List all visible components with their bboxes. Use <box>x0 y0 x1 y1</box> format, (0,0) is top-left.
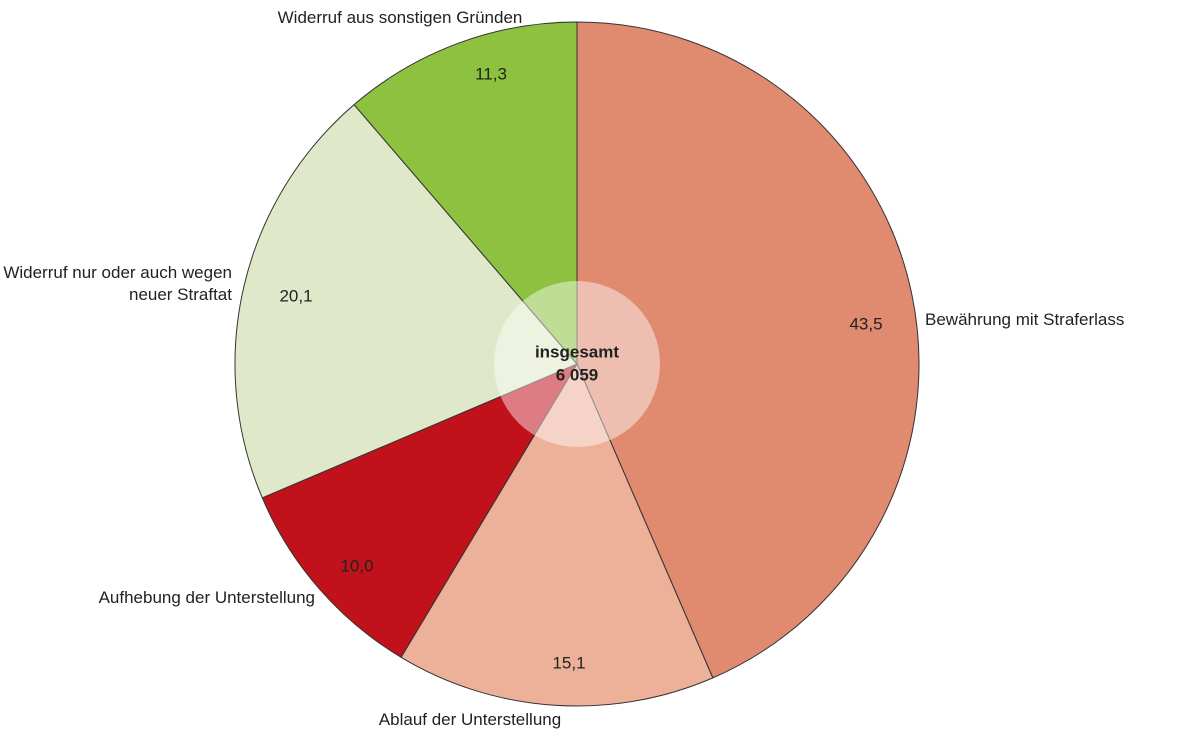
value-label: 43,5 <box>849 314 882 333</box>
value-label: 20,1 <box>279 286 312 305</box>
slice <box>234 103 578 499</box>
value-label: 11,3 <box>475 64 507 83</box>
center-total: 6 059 <box>556 365 599 384</box>
slice <box>576 21 920 679</box>
category-label: Widerruf aus sonstigen Gründen <box>277 8 523 27</box>
value-label: 10,0 <box>340 556 373 575</box>
slice <box>400 362 714 707</box>
category-label: Aufhebung der Unterstellung <box>98 588 315 607</box>
slice <box>353 21 578 366</box>
value-label: 15,1 <box>552 653 585 672</box>
slice <box>261 362 579 658</box>
center-overlay <box>494 281 660 447</box>
category-label: Bewährung mit Straferlass <box>925 310 1125 329</box>
category-label: Ablauf der Unterstellung <box>378 710 562 729</box>
category-label: Widerruf nur oder auch wegen neuer Straf… <box>3 263 232 304</box>
center-title: insgesamt <box>535 342 619 361</box>
